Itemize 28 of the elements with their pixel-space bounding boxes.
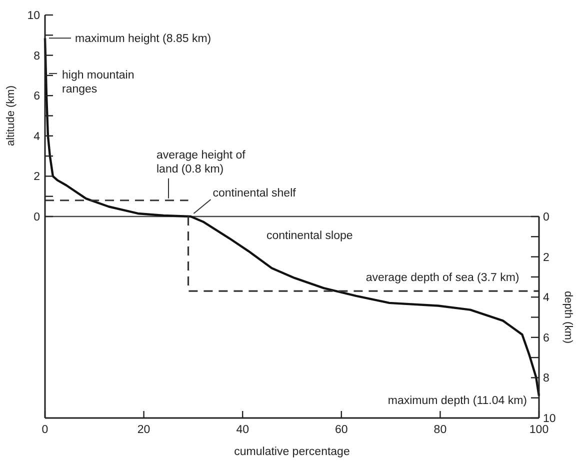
y-tick-label: 2 [34,171,40,184]
x-axis-title: cumulative percentage [234,446,350,458]
y-axis-title: altitude (km) [5,85,17,146]
annotation: average depth of sea (3.7 km) [366,272,520,284]
x-tick-label: 20 [137,424,150,436]
annotation: maximum depth (11.04 km) [388,395,528,407]
y-tick-label: 0 [34,212,40,224]
y2-tick-label: 8 [543,372,550,385]
x-tick-label: 0 [42,424,48,436]
x-tick-label: 100 [529,424,549,436]
y2-tick-label: 4 [543,292,550,304]
annotation: maximum height (8.85 km) [75,33,212,46]
annotation: continental shelf [212,188,297,200]
y-tick-label: 10 [27,10,40,22]
x-tick-label: 40 [236,424,249,436]
y2-tick-label: 2 [543,252,550,264]
y2-tick-label: 6 [543,332,550,344]
y-tick-label: 6 [34,90,40,103]
y2-tick-label: 10 [543,413,556,425]
x-tick-label: 80 [434,424,447,436]
y2-tick-label: 0 [543,212,550,224]
y-tick-label: 4 [34,130,41,143]
annotation: average height of land (0.8 km) [156,149,246,176]
y-tick-label: 8 [34,50,40,62]
x-tick-label: 60 [335,424,348,436]
y2-axis-title: depth (km) [562,290,574,344]
annotation: high mountain ranges [62,70,134,96]
annotation: continental slope [266,230,353,242]
